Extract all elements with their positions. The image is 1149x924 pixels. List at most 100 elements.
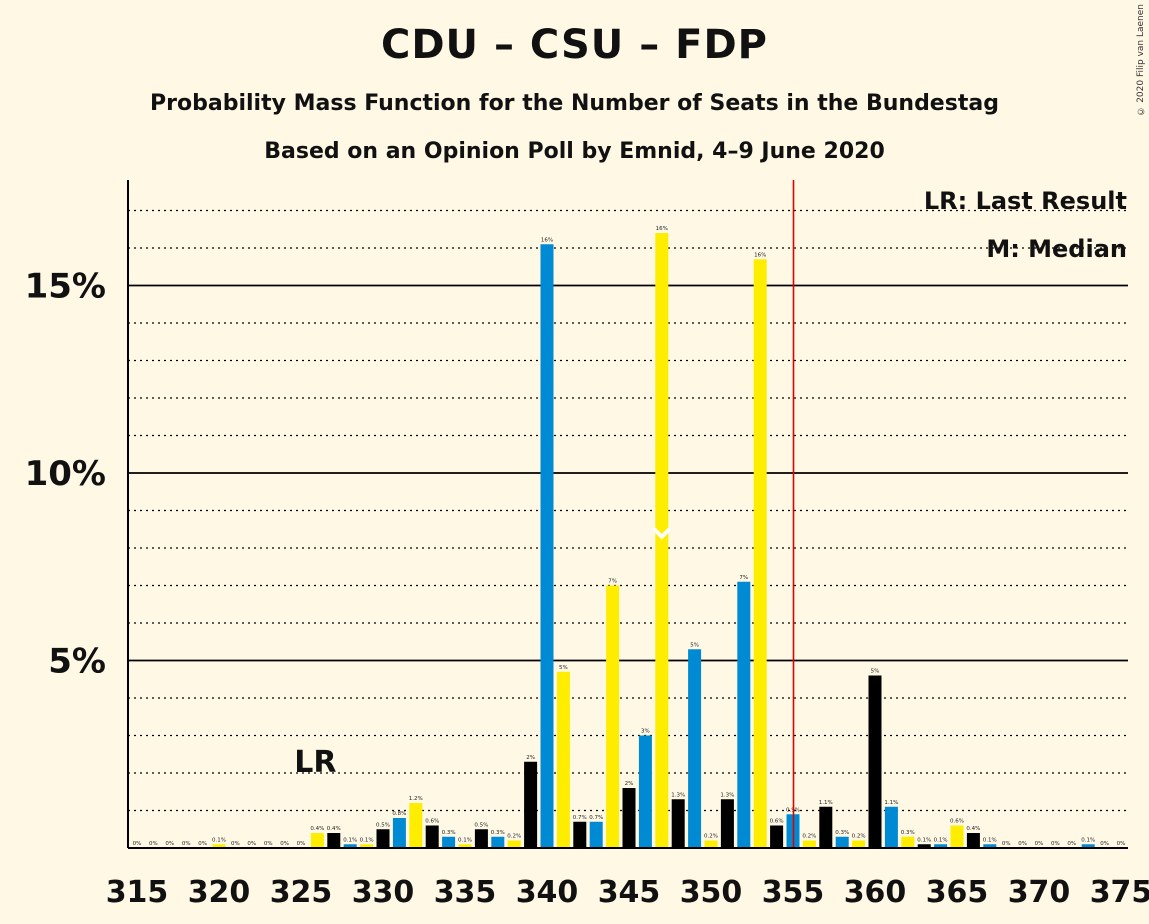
bar-label-seat-329: 0.1% bbox=[360, 837, 374, 843]
bar-label-seat-322: 0% bbox=[247, 841, 256, 847]
bar-label-seat-321: 0% bbox=[231, 841, 240, 847]
bar-label-seat-345: 2% bbox=[625, 781, 634, 787]
bar-seat-354 bbox=[770, 825, 784, 848]
legend-median: M: Median bbox=[986, 235, 1127, 263]
bar-seat-362 bbox=[901, 836, 915, 848]
bar-seat-358 bbox=[835, 836, 849, 848]
bar-seat-366 bbox=[966, 833, 980, 848]
bar-label-seat-338: 0.2% bbox=[507, 834, 521, 840]
bar-seat-326 bbox=[310, 833, 324, 848]
bar-label-seat-352: 7% bbox=[739, 575, 748, 581]
bar-seat-373 bbox=[1081, 844, 1095, 848]
bar-seat-344 bbox=[606, 585, 620, 848]
bar-label-seat-339: 2% bbox=[526, 755, 535, 761]
bar-label-seat-331: 0.8% bbox=[392, 811, 406, 817]
bar-seat-347 bbox=[655, 233, 669, 848]
x-tick-label: 325 bbox=[270, 875, 333, 910]
bar-seat-345 bbox=[622, 788, 636, 848]
bar-label-seat-328: 0.1% bbox=[343, 837, 357, 843]
bar-label-seat-323: 0% bbox=[264, 841, 273, 847]
bar-seat-351 bbox=[720, 799, 734, 848]
y-tick-label: 5% bbox=[48, 642, 106, 682]
grid-lines bbox=[128, 209, 1128, 812]
bar-label-seat-332: 1.2% bbox=[409, 796, 423, 802]
bar-label-seat-358: 0.3% bbox=[835, 830, 849, 836]
bar-label-seat-348: 1.3% bbox=[671, 792, 685, 798]
bar-seat-333 bbox=[425, 825, 439, 848]
bar-label-seat-361: 1.1% bbox=[884, 800, 898, 806]
median-marker bbox=[652, 527, 672, 540]
bar-label-seat-351: 1.3% bbox=[720, 792, 734, 798]
bar-seat-364 bbox=[934, 844, 948, 848]
x-tick-label: 315 bbox=[106, 875, 169, 910]
x-tick-label: 320 bbox=[188, 875, 251, 910]
chart-subtitle-poll: Based on an Opinion Poll by Emnid, 4–9 J… bbox=[264, 139, 885, 164]
x-tick-label: 350 bbox=[680, 875, 743, 910]
bar-label-seat-363: 0.1% bbox=[917, 837, 931, 843]
y-tick-label: 10% bbox=[25, 454, 106, 494]
bar-label-seat-350: 0.2% bbox=[704, 834, 718, 840]
bar-label-seat-344: 7% bbox=[608, 579, 617, 585]
bar-label-seat-340: 16% bbox=[541, 237, 553, 243]
bar-label-seat-342: 0.7% bbox=[573, 815, 587, 821]
bar-seat-349 bbox=[688, 649, 702, 848]
x-tick-label: 330 bbox=[352, 875, 415, 910]
bar-seat-343 bbox=[589, 821, 603, 848]
bar-label-seat-370: 0% bbox=[1035, 841, 1044, 847]
bar-seat-357 bbox=[819, 806, 833, 848]
x-tick-label: 375 bbox=[1090, 875, 1149, 910]
bar-seat-340 bbox=[540, 244, 554, 848]
bars-group bbox=[212, 233, 1095, 848]
y-tick-label: 15% bbox=[25, 267, 106, 307]
bar-label-seat-324: 0% bbox=[280, 841, 289, 847]
bar-seat-353 bbox=[753, 259, 767, 848]
bar-seat-361 bbox=[884, 806, 898, 848]
bar-label-seat-365: 0.6% bbox=[950, 819, 964, 825]
bar-label-seat-335: 0.1% bbox=[458, 837, 472, 843]
bar-label-seat-330: 0.5% bbox=[376, 822, 390, 828]
bar-label-seat-325: 0% bbox=[297, 841, 306, 847]
bar-seat-335 bbox=[458, 844, 472, 848]
axes-group: 5% 10% 15% LR 315 320 325 330 335 340 345 350 355 360… bbox=[25, 180, 1149, 910]
bar-seat-332 bbox=[409, 803, 423, 848]
bar-label-seat-360: 5% bbox=[871, 669, 880, 675]
bar-label-seat-320: 0.1% bbox=[212, 837, 226, 843]
bar-label-seat-349: 5% bbox=[690, 642, 699, 648]
bar-seat-348 bbox=[671, 799, 685, 848]
bar-seat-339 bbox=[524, 761, 538, 848]
bar-seat-334 bbox=[442, 836, 456, 848]
bar-label-seat-347: 16% bbox=[656, 226, 668, 232]
bar-label-seat-362: 0.3% bbox=[901, 830, 915, 836]
last-result-label: LR bbox=[294, 745, 336, 780]
bar-seat-367 bbox=[983, 844, 997, 848]
bar-label-seat-354: 0.6% bbox=[770, 819, 784, 825]
bar-label-seat-353: 16% bbox=[754, 252, 766, 258]
bar-label-seat-371: 0% bbox=[1051, 841, 1060, 847]
x-tick-label: 340 bbox=[516, 875, 579, 910]
bar-label-seat-372: 0% bbox=[1067, 841, 1076, 847]
bar-label-seat-327: 0.4% bbox=[327, 826, 341, 832]
legend-last-result: LR: Last Result bbox=[924, 187, 1127, 215]
bar-label-seat-373: 0.1% bbox=[1081, 837, 1095, 843]
bar-seat-350 bbox=[704, 840, 718, 848]
x-tick-label: 370 bbox=[1008, 875, 1071, 910]
x-tick-label: 360 bbox=[844, 875, 907, 910]
x-tick-label: 335 bbox=[434, 875, 497, 910]
bar-label-seat-369: 0% bbox=[1018, 841, 1027, 847]
bar-seat-328 bbox=[343, 844, 357, 848]
chart-subtitle: Probability Mass Function for the Number… bbox=[150, 91, 999, 116]
bar-seat-356 bbox=[802, 840, 816, 848]
bar-label-seat-366: 0.4% bbox=[966, 826, 980, 832]
bar-label-seat-326: 0.4% bbox=[310, 826, 324, 832]
bar-seat-336 bbox=[474, 829, 488, 848]
bar-seat-359 bbox=[852, 840, 866, 848]
bar-seat-329 bbox=[360, 844, 374, 848]
bar-seat-342 bbox=[573, 821, 587, 848]
x-tick-label: 355 bbox=[762, 875, 825, 910]
bar-label-seat-357: 1.1% bbox=[819, 800, 833, 806]
bar-label-seat-334: 0.3% bbox=[442, 830, 456, 836]
bar-label-seat-319: 0% bbox=[198, 841, 207, 847]
bar-label-seat-337: 0.3% bbox=[491, 830, 505, 836]
x-tick-label: 345 bbox=[598, 875, 661, 910]
